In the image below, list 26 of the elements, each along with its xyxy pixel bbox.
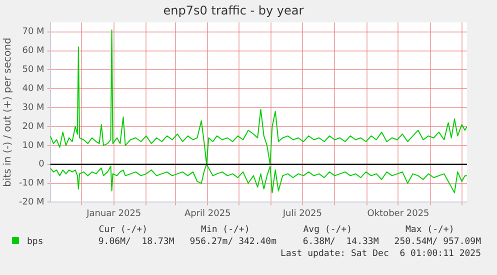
text: Max (-/+) (404, 224, 456, 236)
text: 6.38M/ 14.33M (302, 236, 379, 248)
y-axis-title: bits in (-) / out (+) per second (2, 38, 14, 187)
y-tick-label: 50 M (22, 65, 44, 76)
text: Avg (-/+) (302, 224, 354, 236)
text: Cur (-/+) (98, 224, 149, 236)
text: Min (-/+) (200, 224, 251, 236)
text: Last update: Sat Dec 6 01:00:11 2025 (280, 248, 481, 260)
y-tick-label: 0 (38, 160, 45, 170)
y-tick-label: 40 M (22, 84, 44, 94)
y-tick-label: -20 M (19, 198, 44, 208)
text: 9.06M/ 18.73M (97, 236, 174, 248)
y-tick-label: 20 M (22, 122, 44, 132)
x-tick-label: Januar 2025 (86, 208, 142, 219)
chart-title: enp7s0 traffic - by year (163, 3, 304, 18)
legend-label: bps (26, 237, 44, 247)
y-tick-label: 70 M (22, 27, 44, 38)
text: 956.27m/ 342.40m (188, 236, 276, 248)
x-tick-label: April 2025 (184, 208, 231, 219)
text: 250.54M/ 957.09M (393, 236, 481, 248)
y-tick-label: 30 M (22, 102, 44, 113)
x-tick-label: Oktober 2025 (367, 208, 430, 219)
y-tick-label: 60 M (22, 46, 44, 56)
x-tick-label: Juli 2025 (282, 208, 322, 219)
y-tick-label: -10 M (19, 178, 44, 189)
y-tick-label: 10 M (22, 140, 44, 151)
